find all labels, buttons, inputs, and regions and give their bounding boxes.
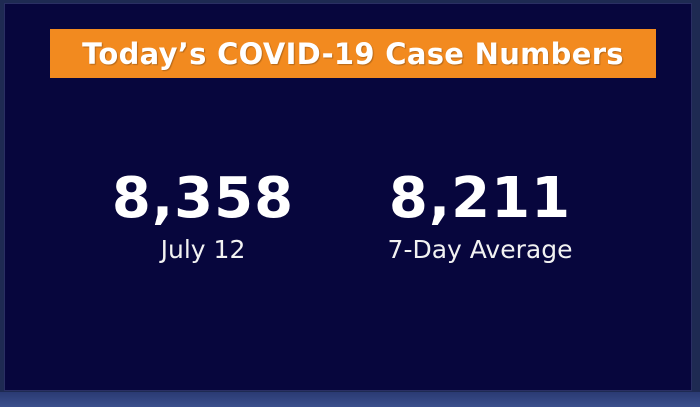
stat-daily-cases: 8,358 July 12 — [73, 164, 333, 266]
seven-day-average-label: 7-Day Average — [387, 235, 573, 264]
bottom-strip — [0, 392, 700, 407]
slide-title: Today’s COVID-19 Case Numbers — [82, 36, 624, 71]
slide-panel: Today’s COVID-19 Case Numbers 8,358 July… — [4, 3, 692, 391]
daily-cases-value: 8,358 — [111, 166, 295, 231]
seven-day-average-value: 8,211 — [388, 166, 572, 231]
title-banner: Today’s COVID-19 Case Numbers — [50, 29, 656, 78]
stat-seven-day-average: 8,211 7-Day Average — [350, 164, 610, 266]
daily-cases-label: July 12 — [160, 235, 246, 264]
